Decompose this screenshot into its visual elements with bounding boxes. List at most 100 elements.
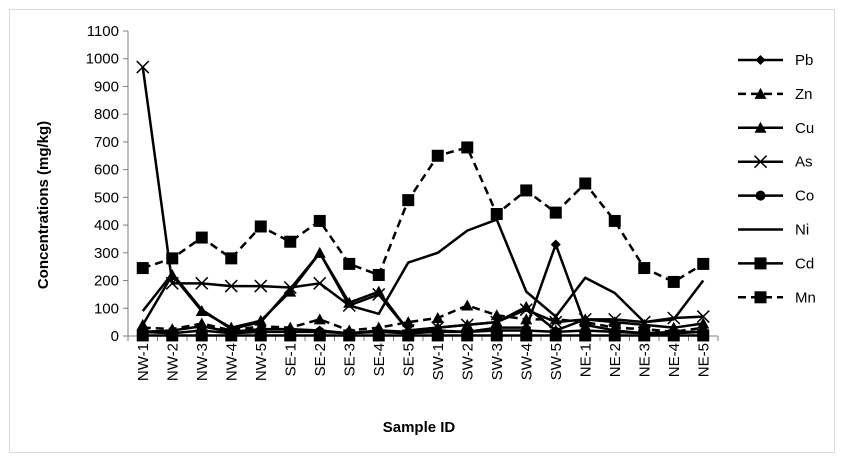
y-tick-label: 200	[94, 273, 119, 290]
y-axis-ticks: 0 100 200 300 400 500 600 700 800 900 1000 1100	[86, 23, 128, 345]
point-as	[254, 279, 268, 293]
point-mn	[697, 257, 710, 270]
legend-label-as: As	[795, 154, 813, 171]
x-tick-label: SW-2	[459, 343, 476, 380]
point-zn	[490, 309, 503, 321]
y-tick-label: 700	[94, 134, 119, 151]
point-cd	[195, 329, 208, 342]
point-cd	[608, 329, 621, 342]
x-tick-label: NW-3	[194, 343, 211, 381]
point-as	[490, 315, 504, 329]
point-pb	[550, 239, 561, 250]
point-mn	[313, 214, 326, 227]
series-line-ni	[141, 218, 705, 331]
x-tick-label: SE-3	[341, 343, 358, 376]
point-cd	[697, 329, 710, 342]
y-tick-label: 1000	[86, 51, 119, 68]
point-zn	[461, 299, 474, 311]
legend-marker-cu	[754, 121, 767, 133]
legend-item-co: Co	[738, 188, 814, 205]
point-cd	[579, 329, 592, 342]
point-cd	[549, 329, 562, 342]
point-as	[696, 310, 710, 324]
point-mn	[520, 184, 533, 197]
series-mn	[136, 141, 710, 288]
point-cd	[372, 329, 385, 342]
point-mn	[490, 208, 503, 220]
point-cd	[136, 329, 149, 342]
point-zn	[431, 311, 444, 323]
y-tick-label: 900	[94, 78, 119, 95]
y-tick-label: 800	[94, 106, 119, 123]
x-tick-label: SE-1	[282, 343, 299, 376]
point-cd	[343, 329, 356, 342]
y-tick-label: 600	[94, 162, 119, 179]
point-cu	[697, 317, 710, 329]
point-cu	[520, 300, 533, 312]
y-tick-label: 100	[94, 300, 119, 317]
point-mn	[638, 262, 651, 275]
point-as	[136, 60, 150, 74]
point-mn	[402, 194, 415, 207]
point-cd	[461, 329, 474, 342]
x-tick-label: NW-4	[223, 343, 240, 381]
legend-marker-cd	[754, 257, 767, 270]
y-tick-label: 0	[111, 328, 119, 345]
x-tick-label: NE-4	[666, 343, 683, 377]
legend-label-cu: Cu	[795, 120, 814, 137]
x-tick-label: NW-5	[253, 343, 270, 381]
point-cu	[638, 318, 651, 330]
point-zn	[313, 313, 326, 325]
legend-item-as: As	[738, 154, 813, 171]
legend: Pb Zn Cu As Co Ni Cd Mn	[738, 52, 816, 306]
point-mn	[431, 149, 444, 162]
point-as	[195, 276, 209, 290]
legend-item-cd: Cd	[738, 255, 814, 272]
legend-marker-pb	[755, 55, 766, 65]
point-as	[578, 312, 592, 326]
plot-area	[127, 31, 718, 337]
point-as	[372, 287, 386, 301]
point-cd	[431, 329, 444, 342]
legend-marker-co	[755, 190, 766, 201]
x-tick-label: SE-4	[371, 343, 388, 376]
point-mn	[284, 235, 297, 248]
point-cu	[136, 318, 149, 330]
point-cu	[372, 285, 385, 297]
point-cd	[225, 329, 238, 342]
x-tick-label: SE-2	[312, 343, 329, 376]
x-tick-label: NE-5	[695, 343, 712, 377]
y-tick-label: 500	[94, 189, 119, 206]
point-cd	[520, 329, 533, 342]
point-cd	[667, 329, 680, 342]
y-axis-title: Concentrations (mg/kg)	[35, 121, 52, 289]
point-cd	[638, 329, 651, 342]
point-mn	[461, 141, 474, 154]
x-tick-label: NE-3	[636, 343, 653, 377]
chart-frame	[9, 9, 835, 453]
legend-item-zn: Zn	[738, 86, 813, 103]
point-as	[313, 276, 327, 290]
legend-item-ni: Ni	[738, 222, 809, 239]
legend-label-co: Co	[795, 188, 814, 205]
x-tick-label: NE-2	[607, 343, 624, 377]
point-as	[608, 312, 622, 326]
point-as	[224, 279, 238, 293]
point-mn	[579, 177, 592, 190]
x-tick-label: SW-5	[548, 343, 565, 380]
point-mn	[549, 206, 562, 219]
y-tick-label: 1100	[87, 23, 119, 40]
legend-label-mn: Mn	[795, 289, 816, 306]
series-cd	[136, 329, 710, 342]
legend-label-pb: Pb	[795, 52, 813, 69]
point-zn	[402, 316, 415, 328]
point-cd	[490, 329, 503, 342]
legend-label-cd: Cd	[795, 255, 814, 272]
point-mn	[136, 262, 149, 275]
x-tick-label: SW-3	[489, 343, 506, 380]
point-cd	[402, 329, 415, 342]
point-mn	[667, 275, 680, 288]
series-layer	[136, 60, 710, 342]
legend-marker-as	[753, 155, 768, 169]
